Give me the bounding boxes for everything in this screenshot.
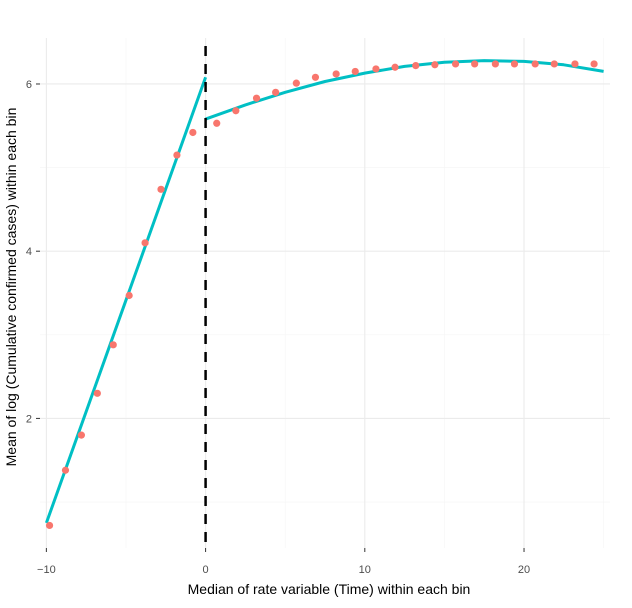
data-point	[213, 119, 221, 127]
data-point	[531, 60, 539, 68]
fit-line-left	[44, 76, 208, 524]
data-point	[412, 61, 420, 70]
data-point	[571, 60, 579, 68]
data-point	[510, 60, 519, 68]
data-point	[351, 67, 359, 76]
y-tick-label: 2	[26, 413, 32, 425]
y-tick-label: 6	[26, 79, 32, 91]
data-point	[141, 239, 149, 247]
data-point	[451, 60, 460, 68]
data-point	[125, 291, 133, 300]
fitted-lines	[44, 59, 604, 524]
data-point	[372, 65, 380, 73]
x-tick-label: 20	[518, 564, 530, 576]
data-point	[292, 79, 300, 87]
data-point	[189, 128, 197, 137]
x-tick-label: −10	[37, 564, 56, 576]
x-tick-label: 0	[203, 564, 209, 576]
minor-gridlines	[40, 38, 610, 548]
data-point	[471, 60, 479, 68]
data-point	[61, 466, 70, 474]
data-point	[77, 431, 85, 439]
y-tick-label: 4	[26, 246, 32, 258]
data-point	[93, 389, 101, 397]
data-point	[157, 185, 165, 193]
data-point	[173, 151, 181, 159]
data-point	[332, 70, 340, 78]
data-point	[232, 107, 240, 115]
x-axis-title: Median of rate variable (Time) within ea…	[188, 581, 471, 597]
data-point	[431, 61, 439, 69]
y-axis-title: Mean of log (Cumulative confirmed cases)…	[3, 108, 19, 467]
data-point	[45, 521, 54, 530]
data-point	[311, 73, 320, 81]
y-axis-ticks: 2 4 6	[26, 79, 40, 425]
data-point	[109, 341, 117, 349]
x-tick-label: 10	[359, 564, 371, 576]
data-point	[590, 60, 598, 68]
data-points	[45, 60, 598, 530]
data-point	[272, 88, 280, 96]
data-point	[391, 63, 399, 71]
fit-line-right	[205, 59, 604, 121]
x-axis-ticks: −10 0 10 20	[37, 548, 530, 576]
data-point	[252, 94, 261, 102]
major-gridlines	[40, 38, 610, 548]
data-point	[491, 60, 499, 68]
data-point	[550, 60, 558, 68]
